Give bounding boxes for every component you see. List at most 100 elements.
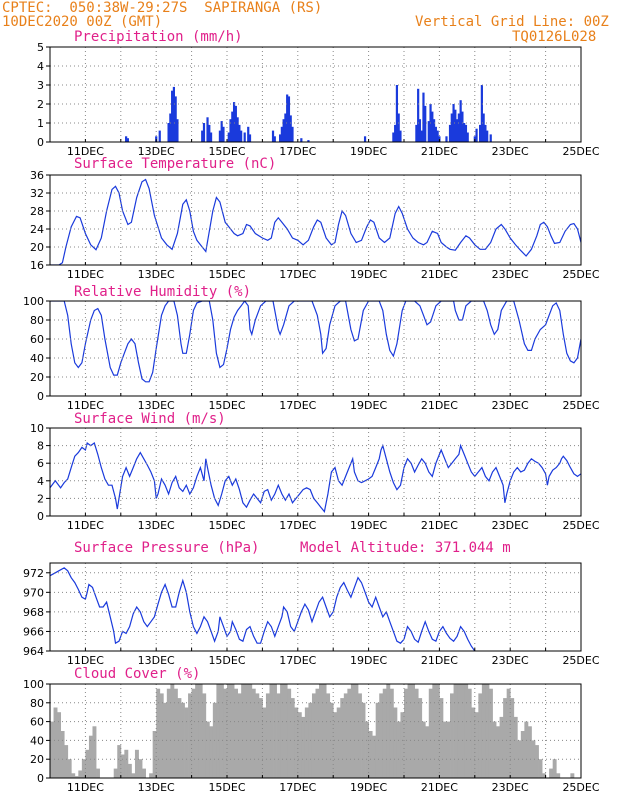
xtick-label: 11DEC [67, 268, 104, 281]
header-model-id: TQ0126L028 [512, 29, 597, 45]
cloud-bar [124, 749, 129, 778]
cloud-bar [269, 684, 274, 778]
cloud-bar [53, 707, 58, 778]
xtick-label: 17DEC [279, 145, 316, 158]
xtick-label: 25DEC [562, 399, 599, 412]
cloud-bar [131, 773, 136, 778]
xtick-label: 21DEC [421, 399, 458, 412]
cloud-bar [542, 773, 546, 778]
xtick-label: 13DEC [138, 654, 175, 667]
cloud-bar [404, 688, 408, 778]
ytick-label: 2 [37, 492, 44, 505]
cloud-bar [301, 716, 306, 778]
ytick-label: 968 [23, 606, 44, 619]
cloud-bar [152, 731, 157, 778]
xtick-label: 15DEC [208, 519, 245, 532]
xtick-label: 11DEC [67, 399, 104, 412]
panel-title: Surface Wind (m/s) [74, 411, 226, 427]
panel-1: Surface Temperature (nC) 16 20 24 28 32 36 11DE… [30, 156, 600, 281]
cloud-bar [534, 745, 539, 778]
xtick-label: 17DEC [279, 654, 316, 667]
cloud-bar [538, 759, 543, 778]
ytick-label: 3 [37, 79, 44, 92]
precip-bar [445, 136, 448, 142]
xtick-label: 19DEC [350, 399, 387, 412]
cloud-bar [241, 684, 246, 778]
xtick-label: 23DEC [492, 399, 529, 412]
cloud-bar [503, 698, 508, 778]
precip-bar [395, 85, 399, 142]
precip-bar [206, 117, 209, 142]
cloud-bar [414, 688, 419, 778]
xtick-label: 15DEC [208, 145, 245, 158]
cloud-bar [96, 768, 100, 778]
precip-bar [427, 121, 430, 142]
precip-bar [201, 130, 204, 142]
cloud-bar [163, 702, 168, 778]
ytick-label: 970 [23, 586, 44, 599]
ytick-label: 20 [30, 241, 44, 254]
cloud-bar [265, 693, 270, 778]
precip-bar [202, 123, 206, 142]
precip-bar [397, 113, 400, 142]
cloud-bar [499, 716, 504, 778]
cloud-bar [92, 726, 97, 778]
cloud-bar [244, 684, 249, 778]
precip-bar [273, 136, 276, 142]
precip-bar [482, 113, 485, 142]
cloud-bar [361, 702, 366, 778]
cloud-bar [219, 684, 224, 778]
precip-bar [392, 132, 395, 142]
precip-bar [434, 126, 437, 142]
ytick-label: 40 [30, 352, 44, 365]
precip-bar [461, 111, 464, 142]
xtick-label: 23DEC [492, 145, 529, 158]
precip-bar [291, 126, 294, 142]
precip-bar [282, 119, 285, 142]
cloud-bar [216, 684, 221, 778]
precip-bar [271, 130, 275, 142]
ytick-label: 100 [23, 295, 44, 308]
xtick-label: 19DEC [350, 781, 387, 794]
xtick-label: 21DEC [421, 781, 458, 794]
cloud-bar [173, 688, 178, 778]
cloud-bar [71, 773, 76, 778]
precip-bar [284, 113, 287, 142]
cloud-bar [223, 688, 228, 778]
cloud-bar [113, 768, 118, 778]
cloud-bar [421, 721, 426, 778]
precip-bar [415, 124, 418, 142]
xtick-label: 19DEC [350, 268, 387, 281]
xtick-label: 11DEC [67, 519, 104, 532]
cloud-bar [336, 707, 341, 778]
precip-bar [229, 119, 232, 142]
cloud-bar [117, 745, 122, 778]
ytick-label: 10 [30, 422, 44, 435]
grid [49, 427, 582, 517]
precip-bar [456, 119, 459, 142]
panel-annotation: Model Altitude: 371.044 m [300, 540, 511, 556]
cloud-bar [357, 693, 362, 778]
cloud-bar [372, 735, 377, 778]
cloud-bar [400, 712, 405, 778]
precip-bar [466, 132, 469, 142]
ytick-label: 80 [30, 314, 44, 327]
cloud-bar [138, 759, 143, 778]
precip-bar [457, 113, 460, 142]
cloud-bar [322, 684, 327, 778]
xtick-label: 25DEC [562, 268, 599, 281]
cloud-bar [354, 684, 359, 778]
ytick-label: 972 [23, 567, 44, 580]
ytick-label: 20 [30, 371, 44, 384]
precip-bar [234, 105, 237, 142]
cloud-bar [251, 688, 256, 778]
cloud-bar [198, 684, 203, 778]
ytick-label: 6 [37, 457, 44, 470]
precip-bar [307, 140, 310, 142]
series-line [50, 441, 581, 513]
precip-bar [431, 111, 434, 142]
precip-bar [172, 86, 175, 142]
cloud-bar [159, 693, 164, 778]
xtick-label: 13DEC [138, 145, 175, 158]
panel-5: Cloud Cover (%) 0 20 40 60 80 100 11DEC 13DEC 15D… [23, 666, 600, 794]
